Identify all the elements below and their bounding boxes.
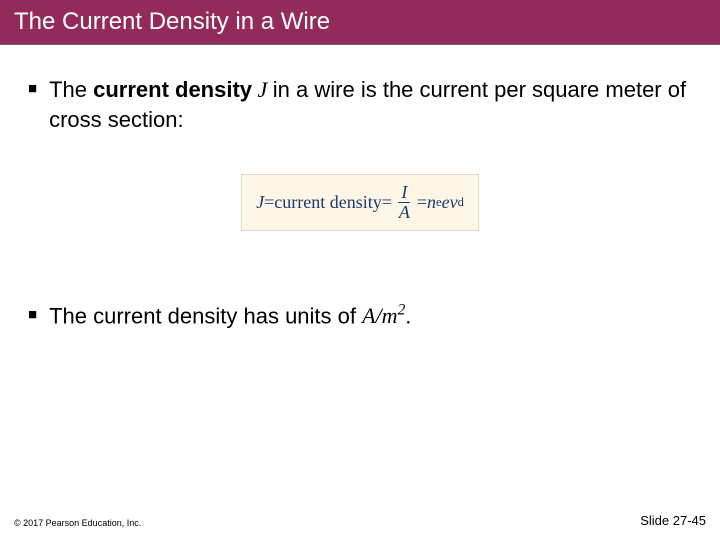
slide-title: The Current Density in a Wire xyxy=(14,8,330,35)
eq-frac1-den: A xyxy=(396,203,413,222)
eq-sign-2: = xyxy=(382,192,392,213)
eq-lhs: J xyxy=(256,192,264,213)
slide-content: ■ The current density J in a wire is the… xyxy=(0,45,720,331)
eq-rhs-n: n xyxy=(427,192,436,213)
bullet-text-2: The current density has units of A/m2. xyxy=(49,301,411,331)
bullet2-unit: A/m2 xyxy=(362,303,405,328)
eq-rhs-v-sub: d xyxy=(458,195,464,210)
bullet-item-1: ■ The current density J in a wire is the… xyxy=(28,75,692,134)
equation-box: J = current density = I A = neevd xyxy=(241,174,479,231)
bullet-marker-icon: ■ xyxy=(28,80,37,97)
bullet-marker-icon: ■ xyxy=(28,306,37,323)
equation-block: J = current density = I A = neevd xyxy=(28,174,692,231)
eq-rhs-e: e xyxy=(442,192,450,213)
bullet-text-1: The current density J in a wire is the c… xyxy=(49,75,692,134)
bullet1-bold: current density xyxy=(93,77,252,102)
eq-rhs-v: v xyxy=(450,192,458,213)
eq-label: current density xyxy=(274,192,381,213)
eq-sign-1: = xyxy=(264,192,274,213)
eq-frac1-num: I xyxy=(398,183,410,203)
bullet2-pre: The current density has units of xyxy=(49,303,362,328)
eq-sign-3: = xyxy=(417,192,427,213)
bullet2-post: . xyxy=(405,303,411,328)
slide-title-bar: The Current Density in a Wire xyxy=(0,0,720,45)
footer-copyright: © 2017 Pearson Education, Inc. xyxy=(14,518,141,528)
bullet1-var: J xyxy=(252,77,273,102)
bullet-item-2: ■ The current density has units of A/m2. xyxy=(28,301,692,331)
footer-slide-number: Slide 27-45 xyxy=(640,513,706,528)
bullet1-pre: The xyxy=(49,77,93,102)
bullet2-unit-base: A/m xyxy=(362,303,397,328)
eq-fraction-1: I A xyxy=(396,183,413,222)
